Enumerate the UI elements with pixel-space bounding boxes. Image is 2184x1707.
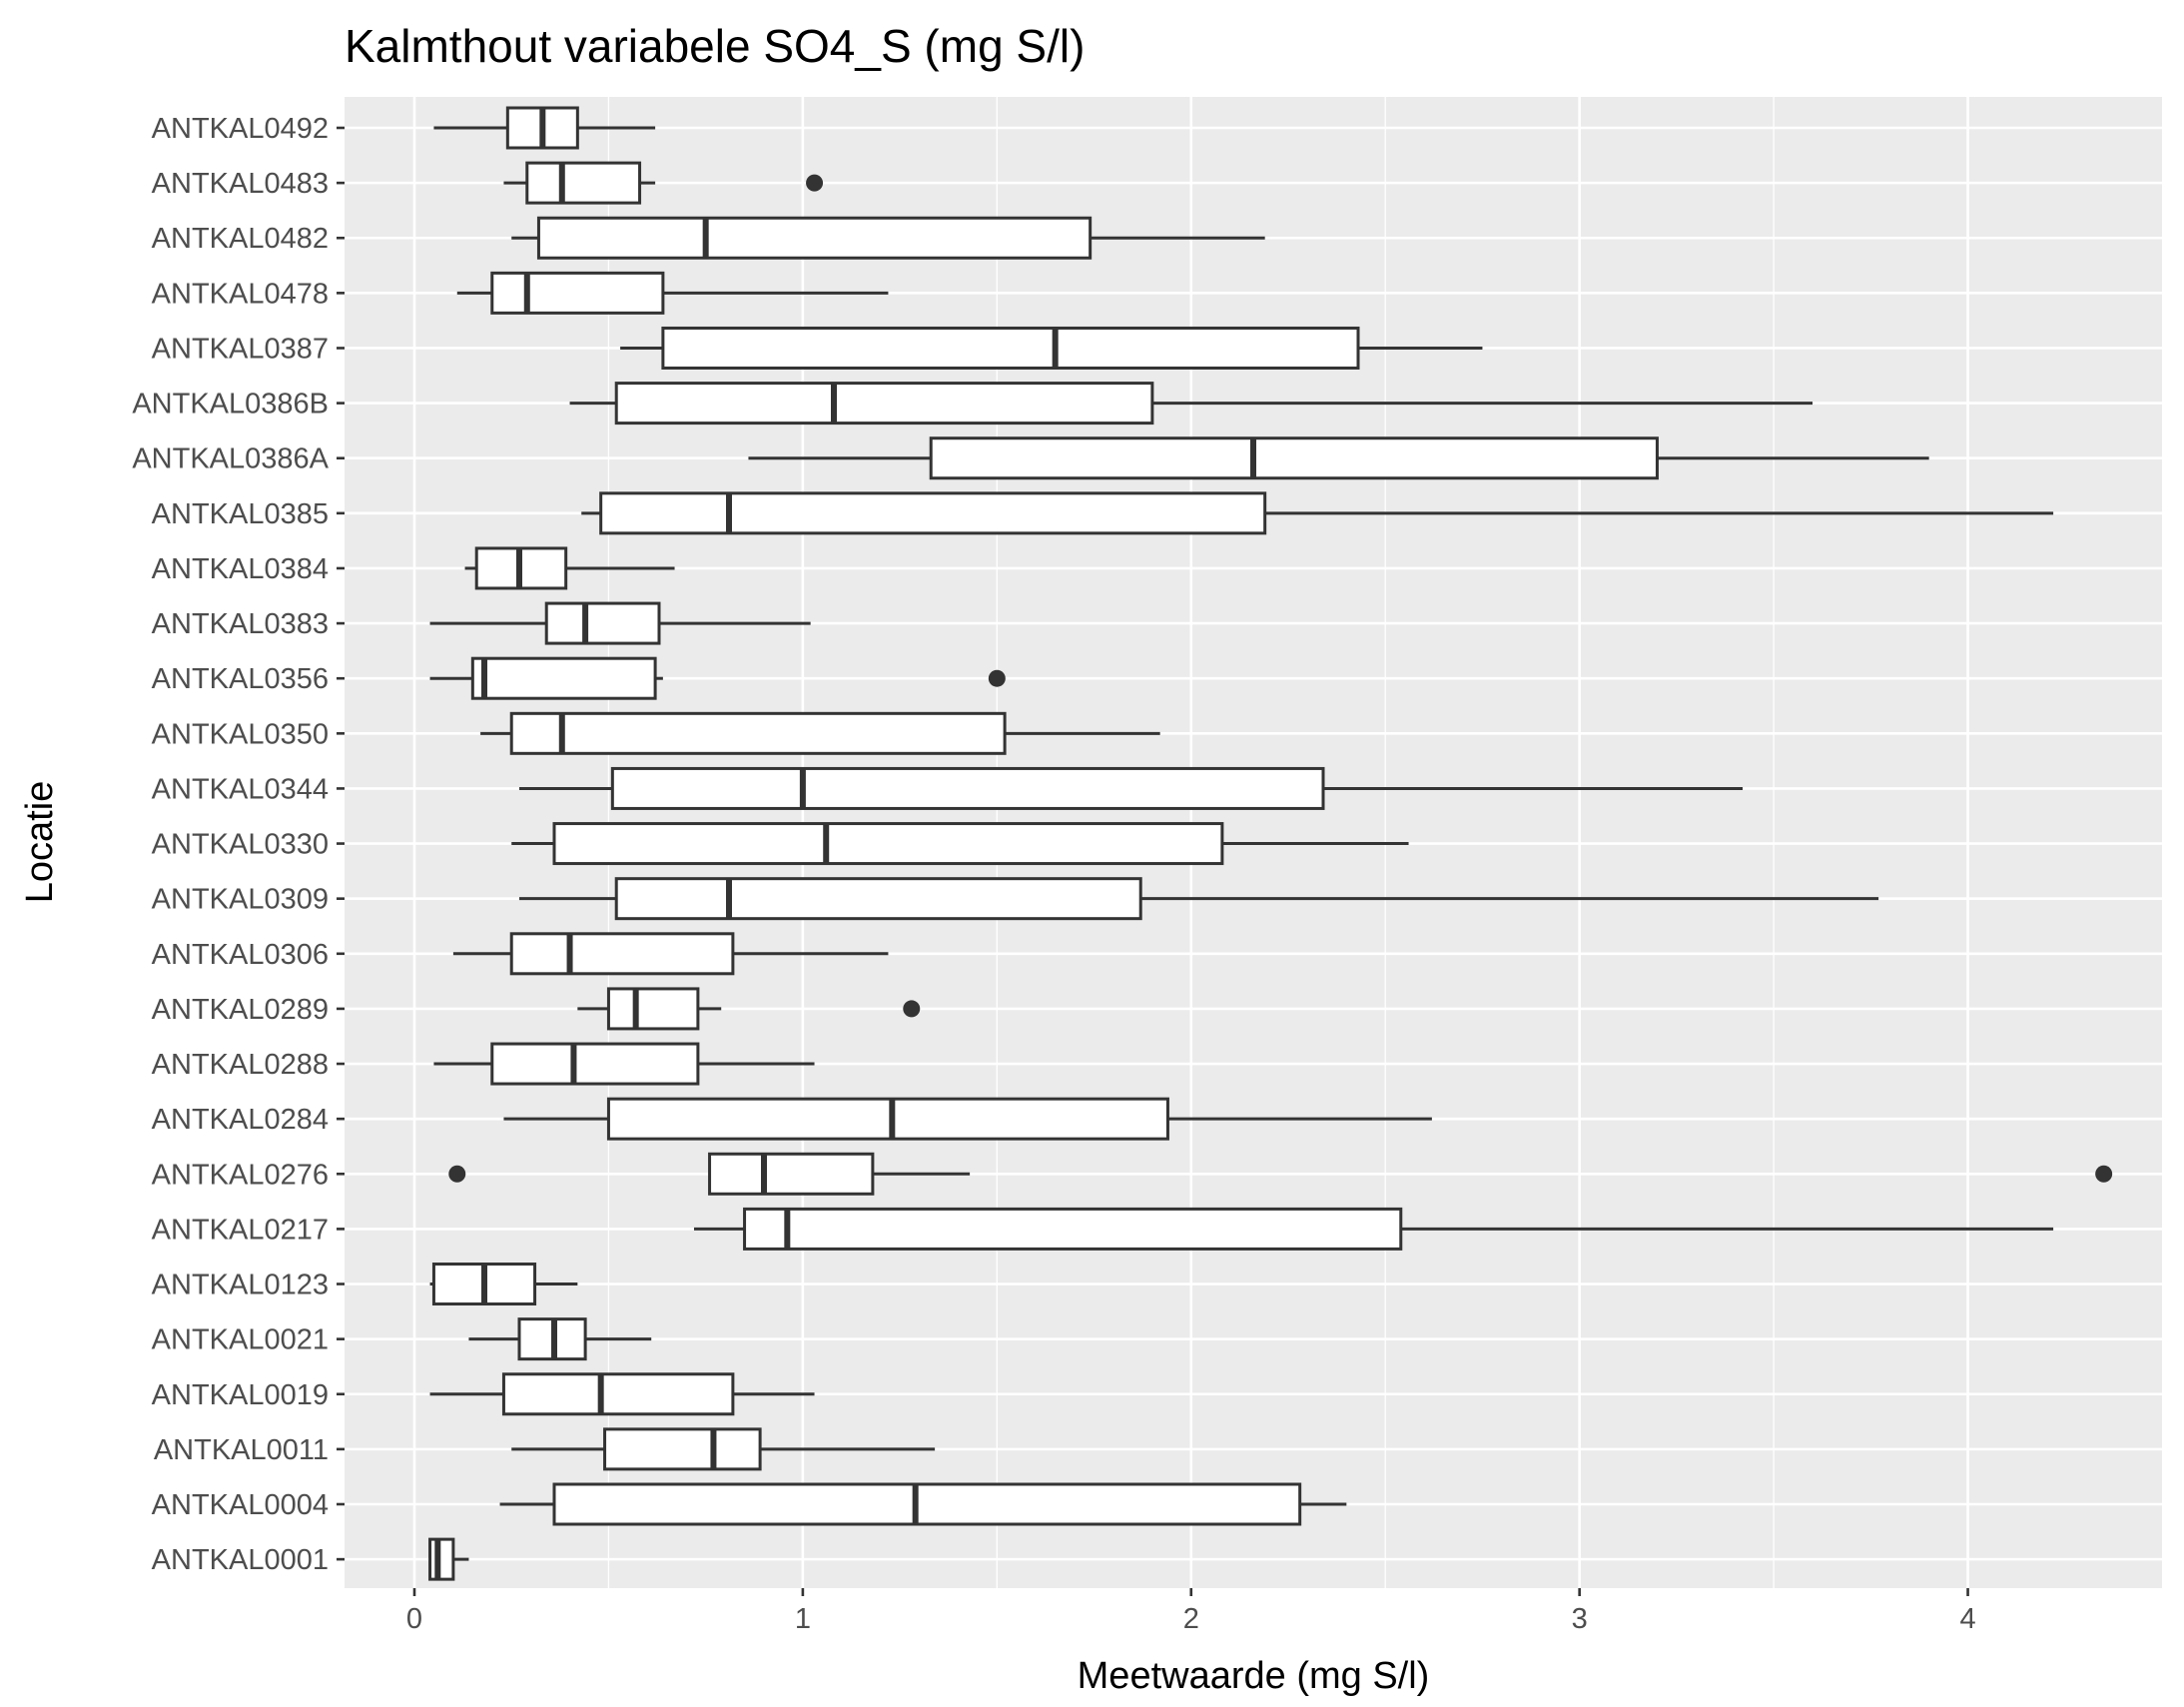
iqr-box: [501, 1372, 735, 1416]
box-group: [748, 436, 1929, 480]
iqr-box: [708, 1152, 875, 1196]
x-axis: 0 1 2 3 4: [406, 1588, 1976, 1635]
box-group: [429, 1263, 578, 1306]
outlier-point: [2095, 1165, 2113, 1183]
y-axis-title: Locatie: [19, 781, 61, 904]
y-tick-label: ANTKAL0483: [152, 168, 329, 200]
y-tick-label: ANTKAL0384: [152, 553, 329, 585]
box-group: [569, 382, 1813, 426]
iqr-box: [603, 1427, 762, 1471]
box-group: [503, 161, 824, 205]
iqr-box: [661, 326, 1360, 370]
x-tick-label: 3: [1572, 1603, 1588, 1635]
iqr-box: [606, 987, 700, 1031]
box-group: [577, 987, 921, 1031]
iqr-box: [544, 601, 661, 645]
outlier-point: [988, 669, 1006, 687]
box-series: [428, 106, 2113, 1581]
y-tick-label: ANTKAL0217: [152, 1214, 329, 1246]
iqr-box: [525, 161, 642, 205]
box-group: [511, 216, 1265, 260]
box-group: [499, 1482, 1347, 1526]
iqr-box: [599, 491, 1267, 535]
iqr-box: [490, 271, 665, 315]
box-group: [519, 766, 1743, 810]
box-group: [468, 1317, 652, 1361]
y-tick-label: ANTKAL0288: [152, 1049, 329, 1081]
y-tick-label: ANTKAL0021: [152, 1324, 329, 1356]
box-group: [448, 1152, 2113, 1196]
box-group: [511, 1427, 936, 1471]
iqr-box: [470, 656, 657, 700]
y-tick-label: ANTKAL0330: [152, 829, 329, 861]
y-tick-label: ANTKAL0387: [152, 333, 329, 365]
iqr-box: [614, 877, 1142, 921]
iqr-box: [428, 1537, 455, 1581]
box-group: [694, 1207, 2054, 1251]
box-group: [456, 271, 889, 315]
box-group: [581, 491, 2054, 535]
iqr-box: [614, 382, 1154, 426]
box-group: [519, 877, 1879, 921]
y-tick-label: ANTKAL0385: [152, 498, 329, 530]
box-group: [429, 601, 811, 645]
iqr-box: [490, 1042, 700, 1086]
y-tick-label: ANTKAL0309: [152, 884, 329, 916]
box-group: [480, 711, 1160, 755]
box-group: [429, 656, 1006, 700]
x-tick-label: 1: [795, 1603, 811, 1635]
x-tick-label: 4: [1959, 1603, 1975, 1635]
x-tick-label: 2: [1183, 1603, 1199, 1635]
y-axis: ANTKAL0492 ANTKAL0483 ANTKAL0482 ANTKAL0478…: [132, 113, 345, 1576]
outlier-point: [448, 1165, 466, 1183]
iqr-box: [743, 1207, 1403, 1251]
box-group: [429, 1372, 815, 1416]
y-tick-label: ANTKAL0386B: [132, 389, 329, 421]
y-tick-label: ANTKAL0011: [154, 1434, 329, 1466]
y-tick-label: ANTKAL0478: [152, 278, 329, 310]
iqr-box: [509, 711, 1007, 755]
y-tick-label: ANTKAL0386A: [132, 443, 329, 475]
iqr-box: [929, 436, 1659, 480]
outlier-point: [806, 174, 824, 192]
outlier-point: [903, 1000, 921, 1018]
y-tick-label: ANTKAL0289: [152, 994, 329, 1026]
box-group: [464, 546, 675, 590]
box-group: [503, 1097, 1432, 1141]
y-tick-label: ANTKAL0284: [152, 1104, 329, 1136]
box-group: [433, 1042, 815, 1086]
y-tick-label: ANTKAL0344: [152, 773, 329, 805]
box-group: [511, 822, 1409, 866]
box-group: [433, 106, 656, 150]
box-group: [428, 1537, 469, 1581]
iqr-box: [552, 1482, 1302, 1526]
y-tick-label: ANTKAL0350: [152, 718, 329, 750]
y-tick-label: ANTKAL0004: [152, 1489, 329, 1521]
x-tick-label: 0: [406, 1603, 422, 1635]
y-tick-label: ANTKAL0492: [152, 113, 329, 145]
iqr-box: [552, 822, 1224, 866]
iqr-box: [509, 932, 735, 976]
chart-title: Kalmthout variabele SO4_S (mg S/l): [345, 20, 1085, 72]
iqr-box: [610, 766, 1325, 810]
iqr-box: [606, 1097, 1169, 1141]
y-tick-label: ANTKAL0123: [152, 1270, 329, 1301]
y-tick-label: ANTKAL0356: [152, 663, 329, 695]
box-group: [452, 932, 889, 976]
y-tick-label: ANTKAL0383: [152, 608, 329, 640]
x-axis-title: Meetwaarde (mg S/l): [1078, 1655, 1430, 1697]
iqr-box: [536, 216, 1092, 260]
box-group: [620, 326, 1483, 370]
y-tick-label: ANTKAL0019: [152, 1379, 329, 1411]
y-tick-label: ANTKAL0482: [152, 223, 329, 255]
y-tick-label: ANTKAL0276: [152, 1159, 329, 1191]
y-tick-label: ANTKAL0306: [152, 939, 329, 971]
y-tick-label: ANTKAL0001: [152, 1544, 329, 1576]
